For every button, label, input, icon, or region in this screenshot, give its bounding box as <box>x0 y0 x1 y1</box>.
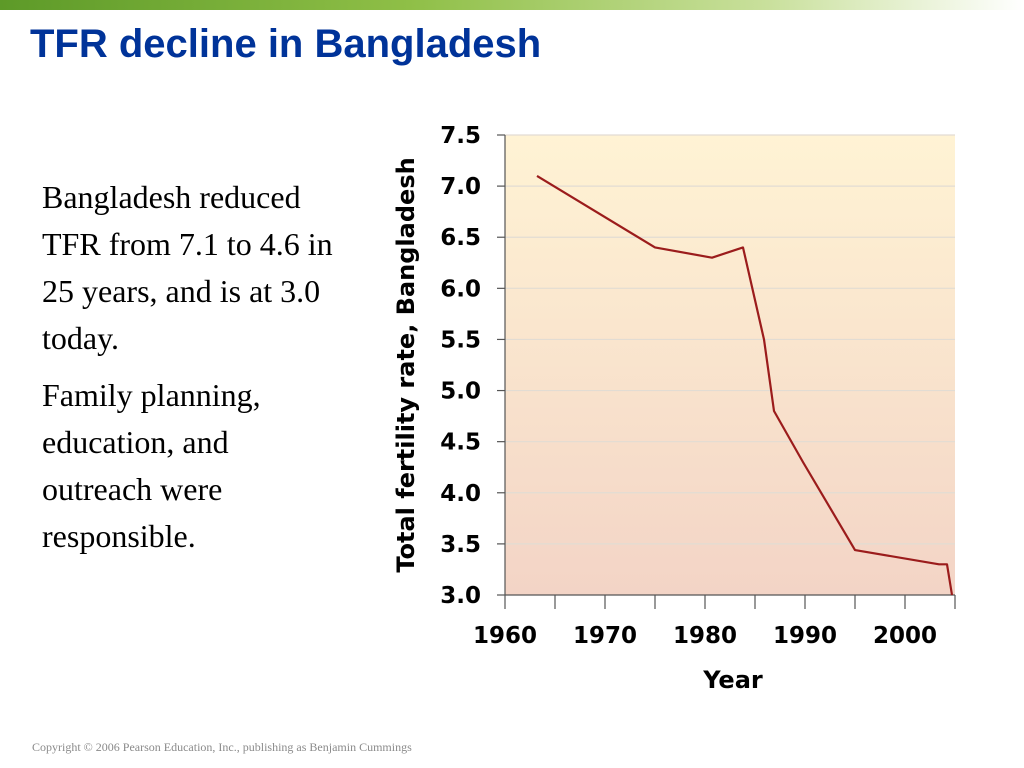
y-tick-label: 7.0 <box>440 174 481 200</box>
plot-area <box>505 135 955 595</box>
x-tick-label: 2000 <box>873 623 937 649</box>
x-tick-label: 1980 <box>673 623 737 649</box>
x-axis-title: Year <box>702 666 763 694</box>
y-tick-label: 5.5 <box>440 327 481 353</box>
x-tick-label: 1970 <box>573 623 637 649</box>
y-tick-label: 5.0 <box>440 379 481 405</box>
tfr-series-line <box>536 174 954 596</box>
y-tick-label: 7.5 <box>440 123 481 149</box>
paragraph-1: Bangladesh reduced TFR from 7.1 to 4.6 i… <box>42 179 333 356</box>
y-tick-label: 3.0 <box>440 583 481 609</box>
paragraph-2: Family planning, education, and outreach… <box>42 377 261 554</box>
slide-title: TFR decline in Bangladesh <box>30 22 542 66</box>
y-tick-label: 6.5 <box>440 225 481 251</box>
copyright-notice: Copyright © 2006 Pearson Education, Inc.… <box>32 740 412 754</box>
y-tick-label: 4.5 <box>440 430 481 456</box>
y-axis-title: Total fertility rate, Bangladesh <box>392 157 420 572</box>
body-text: Bangladesh reduced TFR from 7.1 to 4.6 i… <box>42 174 342 570</box>
y-tick-label: 4.0 <box>440 481 481 507</box>
x-tick-label: 1990 <box>773 623 837 649</box>
y-tick-label: 6.0 <box>440 276 481 302</box>
top-accent-bar <box>0 0 1024 10</box>
x-tick-label: 1960 <box>473 623 537 649</box>
y-tick-label: 3.5 <box>440 532 481 558</box>
